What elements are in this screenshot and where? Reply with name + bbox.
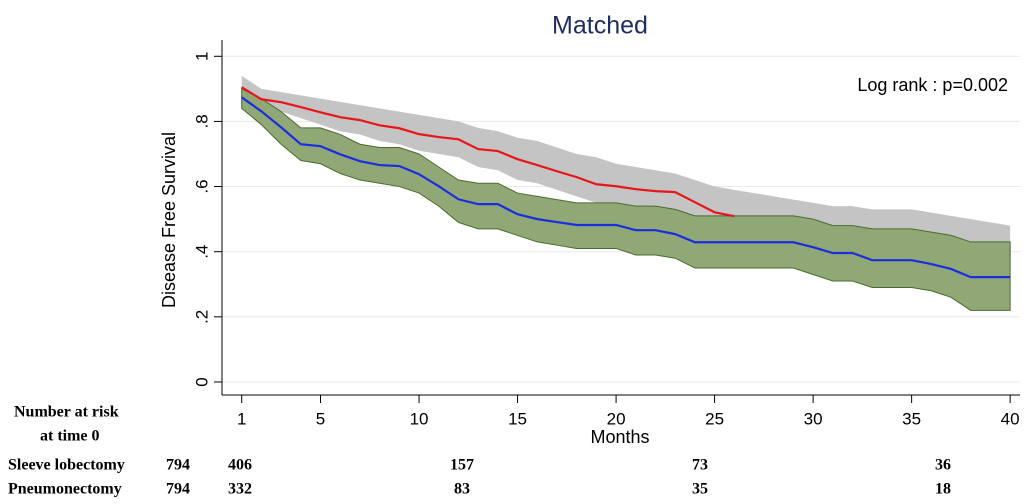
chart-title: Matched xyxy=(552,12,648,40)
risk-count: 35 xyxy=(692,481,708,498)
y-tick-label: 1 xyxy=(192,52,211,61)
x-tick-label: 5 xyxy=(316,409,325,428)
risk-count: 332 xyxy=(228,481,252,498)
risk-total: 794 xyxy=(166,457,190,474)
x-tick-label: 30 xyxy=(804,409,823,428)
y-tick-label: .4 xyxy=(192,245,211,259)
x-tick-label: 15 xyxy=(508,409,527,428)
y-tick-label: .6 xyxy=(192,179,211,193)
x-tick-label: 35 xyxy=(902,409,921,428)
x-tick-label: 40 xyxy=(1001,409,1020,428)
annotation: Log rank : p=0.002 xyxy=(857,75,1008,95)
risk-row-label: Sleeve lobectomy xyxy=(8,457,125,474)
x-tick-label: 1 xyxy=(237,409,246,428)
x-tick-label: 25 xyxy=(705,409,724,428)
x-tick-label: 10 xyxy=(410,409,429,428)
risk-title: Number at risk xyxy=(14,404,119,421)
risk-count: 83 xyxy=(454,481,470,498)
risk-count: 157 xyxy=(450,457,474,474)
y-tick-label: 0 xyxy=(192,377,211,386)
risk-count: 73 xyxy=(692,457,708,474)
risk-count: 406 xyxy=(228,457,252,474)
risk-count: 18 xyxy=(935,481,951,498)
risk-total: 794 xyxy=(166,481,190,498)
survival-line xyxy=(241,96,1011,279)
survival-line xyxy=(241,86,735,218)
confidence-band xyxy=(241,88,1011,311)
x-tick-label: 20 xyxy=(607,409,626,428)
risk-row-label: Pneumonectomy xyxy=(8,481,122,498)
risk-title: at time 0 xyxy=(40,428,100,445)
y-tick-label: .2 xyxy=(192,310,211,324)
x-axis-label: Months xyxy=(590,427,649,447)
y-tick-label: .8 xyxy=(192,114,211,128)
risk-count: 36 xyxy=(935,457,951,474)
y-axis-label: Disease Free Survival xyxy=(159,132,179,308)
